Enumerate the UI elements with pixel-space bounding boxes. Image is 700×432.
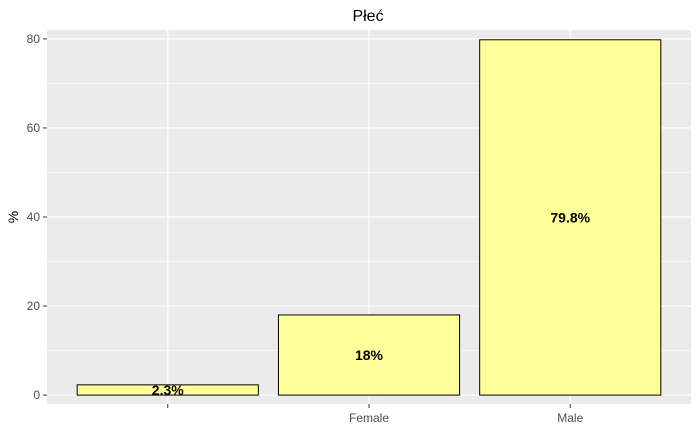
y-axis-label: % <box>5 211 21 223</box>
bar <box>277 314 461 396</box>
data-label: 2.3% <box>152 382 184 398</box>
x-tick-label: Female <box>349 411 389 425</box>
bars <box>76 39 662 396</box>
bar <box>76 384 259 396</box>
bar <box>479 39 662 396</box>
chart-title: Płeć <box>352 8 383 25</box>
y-tick-label: 60 <box>27 121 41 135</box>
y-tick-label: 80 <box>27 32 41 46</box>
x-tick-label: Male <box>557 411 583 425</box>
axes: 0 20 40 60 80 Female Male <box>27 32 584 425</box>
data-labels: 2.3% 18% 79.8% <box>152 209 591 398</box>
data-label: 79.8% <box>550 209 590 225</box>
data-label: 18% <box>355 347 384 363</box>
y-tick-label: 40 <box>27 210 41 224</box>
y-tick-label: 0 <box>33 388 40 402</box>
y-tick-label: 20 <box>27 299 41 313</box>
